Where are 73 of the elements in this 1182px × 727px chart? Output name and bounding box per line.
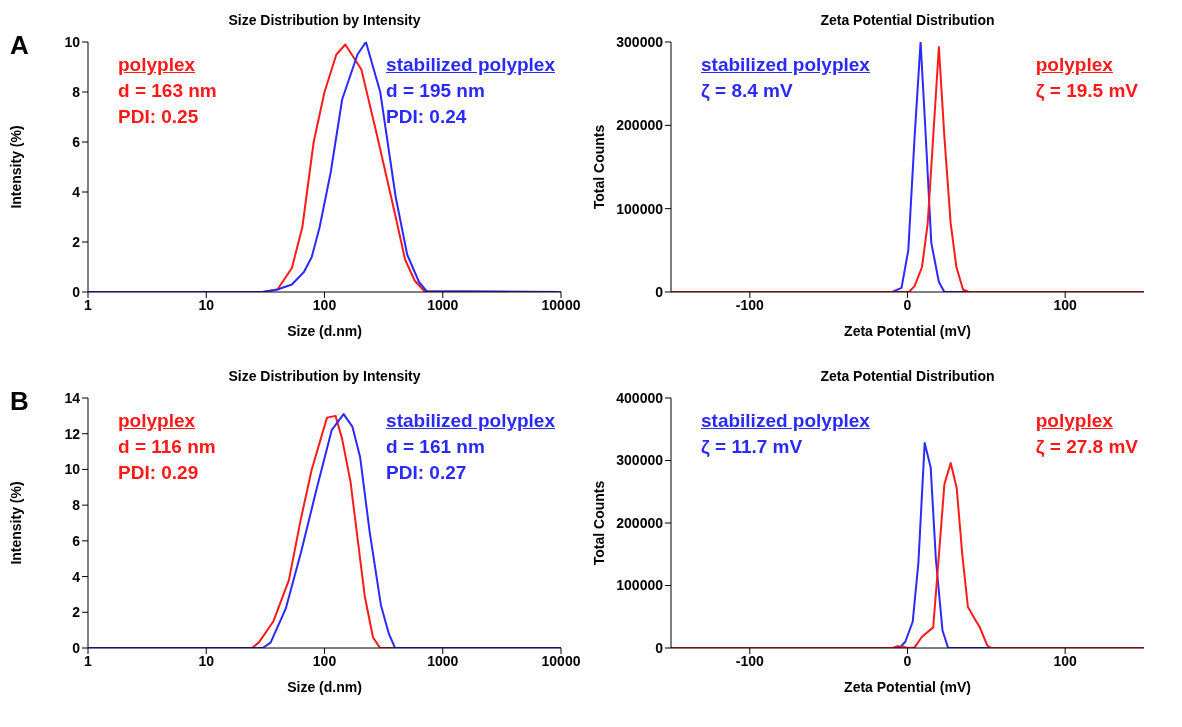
y-tick-label: 8 [72,83,81,100]
y-tick-label: 2 [72,604,81,621]
x-tick-label: 1000 [427,296,459,313]
y-tick-label: 8 [72,497,81,514]
text: stabilized polyplex [701,409,870,433]
x-tick-label: 10 [198,652,215,669]
series-label: stabilized polyplex [386,409,555,433]
y-tick-label: 200000 [616,514,664,531]
y-tick-label: 300000 [616,452,664,469]
series-label: stabilized polyplex [386,53,555,77]
y-tick-label: 4 [72,568,81,585]
annotation: d = 161 nm [386,435,486,459]
x-tick-label: 100 [312,296,337,313]
x-tick-label: 10 [198,296,215,313]
y-tick-label: 12 [64,425,81,442]
annotation: PDI: 0.27 [386,461,468,485]
y-tick-label: 0 [72,283,81,300]
x-axis-title: Zeta Potential (mV) [844,679,971,695]
text: B [10,386,29,417]
annotation: d = 116 nm [118,435,216,459]
annotation: PDI: 0.24 [386,105,468,129]
x-tick-label: 1000 [427,652,459,669]
annotation: d = 163 nm [118,79,217,103]
chart-title: Zeta Potential Distribution [819,12,996,28]
annotation: PDI: 0.29 [118,461,200,485]
x-tick-label: 100 [1053,652,1078,669]
y-tick-label: 0 [655,283,664,300]
annotation: PDI: 0.25 [118,105,200,129]
y-tick-label: 0 [655,639,664,656]
y-axis-title: Total Counts [590,124,607,210]
annotation: ζ = 19.5 mV [1035,79,1138,103]
x-tick-label: 100 [1053,296,1078,313]
y-tick-label: 6 [72,133,81,150]
x-tick-label: 0 [903,652,912,669]
text: stabilized polyplex [701,53,870,77]
y-axis-title: Total Counts [590,480,607,566]
chart-title: Size Distribution by Intensity [227,368,422,384]
text: polyplex [118,409,197,433]
x-tick-label: 1 [84,296,93,313]
x-tick-label: -100 [735,296,765,313]
x-tick-label: 1 [84,652,93,669]
y-tick-label: 6 [72,532,81,549]
x-tick-label: 10000 [541,296,581,313]
annotation: d = 195 nm [386,79,486,103]
y-tick-label: 4 [72,183,81,200]
x-axis-title: Size (d.nm) [287,679,362,695]
y-tick-label: 14 [64,389,81,406]
x-tick-label: -100 [735,652,765,669]
text: A [10,30,29,61]
y-tick-label: 2 [72,233,81,250]
y-tick-label: 100000 [616,200,664,217]
y-tick-label: 100000 [616,577,664,594]
y-tick-label: 200000 [616,117,664,134]
x-axis-title: Size (d.nm) [287,323,362,339]
text: polyplex [1035,53,1114,77]
annotation: ζ = 8.4 mV [701,79,794,103]
annotation: ζ = 11.7 mV [701,435,804,459]
y-tick-label: 400000 [616,389,664,406]
y-tick-label: 0 [72,639,81,656]
y-axis-title: Intensity (%) [7,481,24,565]
y-tick-label: 10 [64,33,81,50]
y-axis-title: Intensity (%) [7,125,24,209]
y-tick-label: 300000 [616,33,664,50]
chart-title: Size Distribution by Intensity [227,12,422,28]
annotation: ζ = 27.8 mV [1035,435,1138,459]
x-tick-label: 0 [903,296,912,313]
x-tick-label: 10000 [541,652,581,669]
y-tick-label: 10 [64,461,81,478]
chart-title: Zeta Potential Distribution [819,368,996,384]
x-tick-label: 100 [312,652,337,669]
text: polyplex [1035,409,1114,433]
text: polyplex [118,53,197,77]
x-axis-title: Zeta Potential (mV) [844,323,971,339]
